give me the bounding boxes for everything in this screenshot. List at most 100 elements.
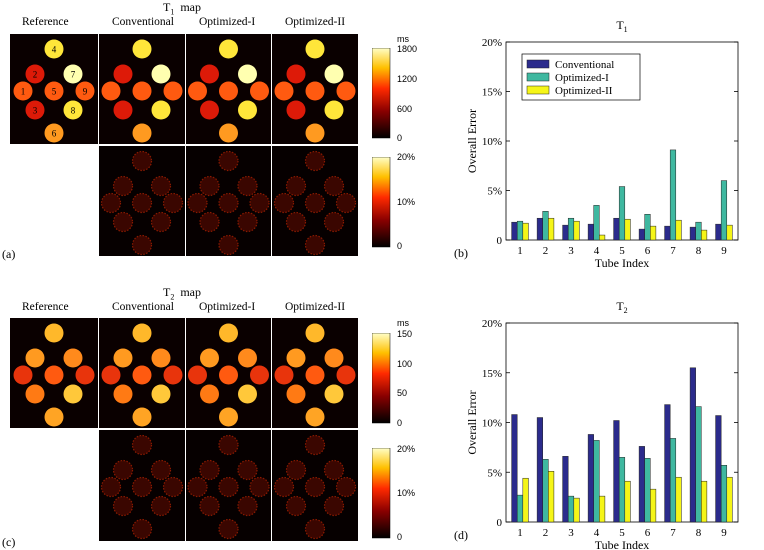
error-tube-circle: [335, 192, 357, 214]
tube-circle: [286, 64, 306, 84]
legend-label: Optimized-I: [555, 72, 609, 84]
t1-col-optimized-ii: Optimized-II: [285, 16, 346, 28]
tube-label: 5: [52, 87, 57, 97]
bar: [548, 471, 555, 523]
bar: [689, 367, 696, 523]
error-tube-circle: [131, 192, 153, 214]
tube-circle: [286, 348, 306, 368]
tube-circle: [44, 407, 64, 427]
x-tick-label: 6: [645, 527, 651, 539]
bar: [587, 223, 594, 241]
x-tick-label: 6: [645, 245, 651, 257]
tube-circle: [113, 100, 133, 120]
error-tube-circle: [131, 234, 153, 256]
error-tube-circle: [323, 459, 345, 481]
tube-circle: [63, 64, 83, 84]
error-tube-circle: [273, 476, 295, 498]
t2-error-tick: 10%: [397, 488, 416, 498]
tube-circle: [13, 81, 33, 101]
error-tube-circle: [199, 495, 220, 517]
bar: [516, 494, 524, 523]
error-tube-circle: [112, 175, 134, 197]
error-tube-circle: [304, 518, 326, 540]
tube-circle: [25, 348, 45, 368]
t1-col-optimized-i: Optimized-I: [199, 16, 256, 28]
bar: [701, 229, 708, 241]
t1-error-tick: 10%: [397, 197, 416, 207]
tube-label: 1: [21, 87, 26, 97]
error-tube-circle: [218, 234, 239, 256]
tube-label: 2: [33, 70, 38, 80]
x-tick-label: 1: [517, 245, 523, 257]
t1-error-tick: 0: [397, 241, 403, 251]
bar: [695, 406, 702, 523]
bar: [562, 224, 569, 241]
panel-label: (d): [454, 528, 468, 542]
tube-label: 6: [52, 129, 57, 139]
t2-error-tick: 0: [397, 532, 403, 542]
bar: [522, 477, 529, 523]
tube-label: 7: [71, 70, 76, 80]
y-tick-label: 0: [497, 517, 503, 529]
tube-circle: [238, 348, 257, 368]
bar: [536, 217, 543, 241]
error-tube-circle: [150, 495, 172, 517]
tube-circle: [305, 81, 325, 101]
tube-circle: [132, 323, 152, 343]
error-tube-circle: [304, 150, 326, 172]
bar: [664, 225, 671, 241]
error-tube-circle: [304, 434, 326, 456]
error-tube-circle: [237, 459, 258, 481]
error-tube-circle: [304, 192, 326, 214]
error-tube-circle: [335, 476, 357, 498]
bar: [511, 221, 518, 241]
tube-circle: [101, 365, 121, 385]
legend-swatch: [526, 85, 550, 95]
bar: [664, 404, 671, 523]
x-tick-label: 1: [517, 527, 523, 539]
tube-circle: [151, 100, 171, 120]
tube-circle: [305, 39, 325, 59]
bar: [715, 415, 722, 523]
tube-circle: [151, 384, 171, 404]
error-tube-circle: [323, 175, 345, 197]
tube-circle: [219, 81, 238, 101]
error-tube-circle: [162, 476, 184, 498]
tube-circle: [305, 407, 325, 427]
tube-circle: [113, 64, 133, 84]
x-tick-label: 7: [670, 245, 676, 257]
x-tick-label: 4: [594, 245, 600, 257]
t1-colorbar-unit: ms: [397, 34, 409, 44]
y-tick-label: 0: [497, 235, 503, 247]
error-tube-circle: [131, 150, 153, 172]
error-tube-circle: [112, 459, 134, 481]
error-tube-circle: [249, 192, 270, 214]
tube-circle: [188, 365, 207, 385]
error-tube-circle: [187, 476, 208, 498]
y-axis-label: Overall Error: [465, 109, 479, 173]
tube-circle: [286, 384, 306, 404]
bar: [593, 440, 600, 523]
tube-circle: [238, 64, 257, 84]
error-tube-circle: [285, 175, 307, 197]
t2-map-title: T2 map: [163, 285, 202, 302]
bar: [516, 220, 524, 241]
panel-label-a: (a): [2, 247, 16, 261]
x-tick-label: 8: [696, 527, 702, 539]
bar: [624, 480, 631, 523]
tube-circle: [132, 39, 152, 59]
y-tick-label: 15%: [482, 368, 502, 380]
error-tube-circle: [285, 459, 307, 481]
x-axis-label: Tube Index: [595, 256, 650, 270]
bar: [720, 465, 728, 523]
t2-map-images: [10, 318, 358, 541]
bar: [562, 456, 569, 523]
t2-error-colorbar: [372, 448, 391, 539]
bar: [599, 495, 606, 523]
chart-title: T2: [616, 299, 627, 315]
error-tube-circle: [187, 192, 208, 214]
bar: [720, 180, 728, 241]
t2-colorbar-tick: 150: [397, 329, 413, 339]
panel-label-c: (c): [2, 535, 16, 549]
bar: [542, 211, 549, 241]
